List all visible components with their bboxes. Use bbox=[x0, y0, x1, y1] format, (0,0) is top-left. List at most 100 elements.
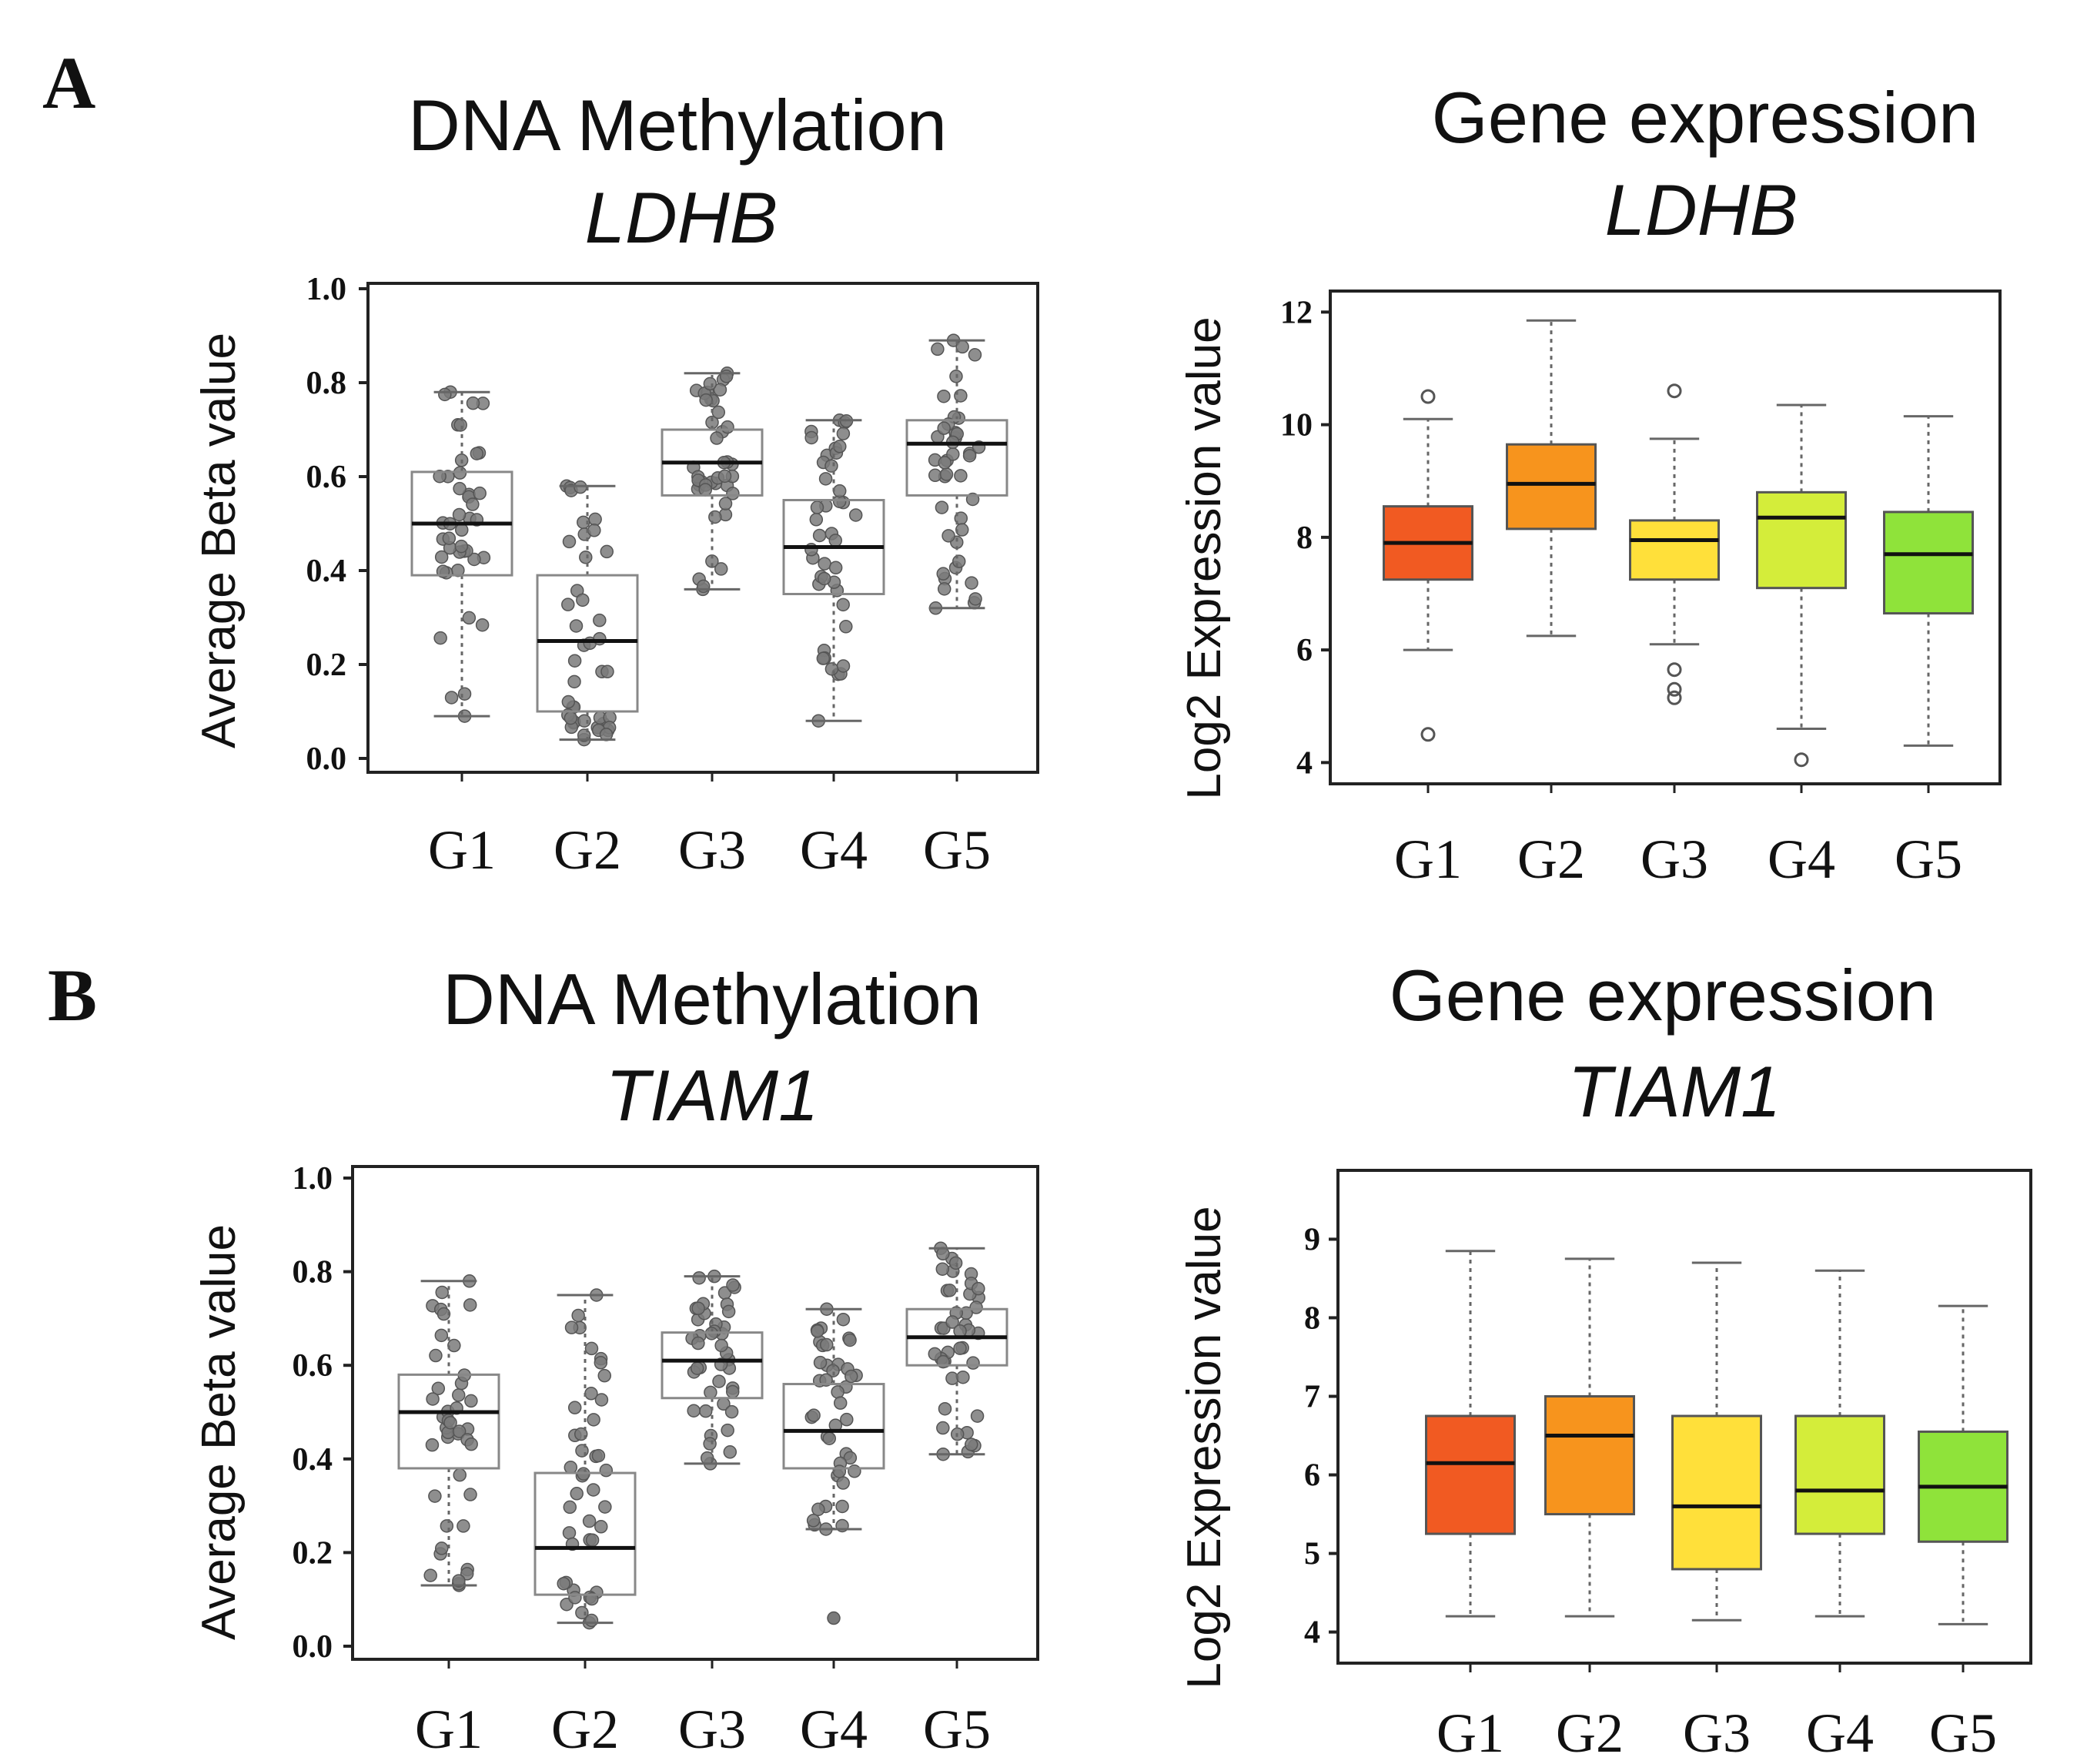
jitter-point bbox=[600, 544, 614, 559]
y-tick-label: 0.8 bbox=[293, 1255, 333, 1290]
y-tick-label: 4 bbox=[1304, 1615, 1320, 1651]
jitter-point bbox=[836, 1312, 851, 1327]
boxplot-g2 bbox=[1544, 1257, 1635, 1618]
jitter-points bbox=[433, 333, 986, 747]
jitter-point bbox=[928, 1347, 942, 1361]
jitter-point bbox=[692, 1270, 706, 1285]
jitter-point bbox=[557, 1576, 570, 1591]
jitter-point bbox=[577, 714, 591, 728]
box-iqr bbox=[1629, 519, 1720, 581]
y-tick-label: 7 bbox=[1304, 1379, 1320, 1414]
jitter-point bbox=[699, 393, 713, 407]
jitter-point bbox=[942, 1284, 957, 1297]
y-tick-label: 8 bbox=[1304, 1300, 1320, 1336]
jitter-point bbox=[426, 1392, 440, 1406]
y-tick-label: 0.4 bbox=[293, 1442, 333, 1478]
x-tick-label: G4 bbox=[1768, 828, 1835, 890]
jitter-point bbox=[714, 562, 728, 576]
jitter-point bbox=[843, 1333, 857, 1347]
jitter-point bbox=[840, 1412, 854, 1427]
chart-b-methylation: DNA Methylation TIAM1 Average Beta value… bbox=[192, 959, 1039, 1760]
jitter-point bbox=[571, 1308, 585, 1323]
jitter-point bbox=[576, 593, 590, 608]
boxplot-g4 bbox=[1794, 1269, 1885, 1618]
jitter-point bbox=[828, 561, 843, 575]
jitter-point bbox=[945, 1315, 959, 1329]
y-tick-label: 12 bbox=[1280, 295, 1313, 330]
chart-title: Gene expression bbox=[1432, 77, 1979, 158]
jitter-point bbox=[953, 1341, 967, 1355]
box-iqr bbox=[536, 574, 639, 713]
boxplot-g4 bbox=[782, 419, 885, 722]
boxplot-g4 bbox=[782, 1307, 885, 1531]
x-tick-label: G5 bbox=[1929, 1702, 1997, 1764]
x-tick-label: G1 bbox=[1394, 828, 1462, 890]
chart-title: DNA Methylation bbox=[408, 85, 947, 166]
plot-frame bbox=[1336, 1169, 2032, 1665]
jitter-point bbox=[466, 497, 480, 511]
jitter-point bbox=[442, 531, 457, 545]
x-tick-label: G3 bbox=[1641, 828, 1708, 890]
jitter-point bbox=[563, 1500, 577, 1515]
boxplot-g5 bbox=[1883, 415, 1974, 747]
jitter-point bbox=[453, 418, 467, 432]
jitter-point bbox=[434, 1328, 449, 1343]
box-iqr bbox=[661, 1331, 764, 1400]
jitter-point bbox=[824, 459, 838, 473]
y-tick-label: 1.0 bbox=[293, 1161, 333, 1197]
jitter-point bbox=[561, 597, 575, 611]
jitter-point bbox=[466, 396, 480, 410]
jitter-point bbox=[718, 497, 733, 510]
plot-frame bbox=[351, 1165, 1039, 1661]
boxplot-g3 bbox=[661, 1275, 764, 1465]
boxplot-g1 bbox=[1383, 389, 1473, 742]
boxplot-g2 bbox=[533, 1294, 637, 1625]
jitter-point bbox=[832, 484, 847, 498]
box-iqr bbox=[905, 419, 1008, 497]
x-axis-ticks: G1 G2 G3 G4 G5 bbox=[1394, 784, 1962, 890]
box-iqr bbox=[1506, 443, 1597, 531]
jitter-point bbox=[813, 1355, 828, 1370]
box-iqr bbox=[1671, 1414, 1762, 1571]
boxplot-g5 bbox=[905, 1247, 1008, 1456]
jitter-point bbox=[708, 510, 722, 524]
jitter-point bbox=[848, 508, 863, 522]
box-iqr bbox=[397, 1373, 500, 1470]
chart-gene-label: LDHB bbox=[1605, 169, 1798, 250]
boxplot-g3 bbox=[1629, 383, 1720, 705]
y-axis-ticks: 4 5 6 7 8 9 bbox=[1304, 1222, 1338, 1651]
jitter-point bbox=[956, 1370, 970, 1384]
y-tick-label: 0.6 bbox=[306, 460, 347, 495]
jitter-point bbox=[839, 620, 853, 634]
jitter-point bbox=[434, 1541, 449, 1555]
jitter-point bbox=[714, 1338, 728, 1353]
y-tick-label: 4 bbox=[1296, 745, 1313, 781]
x-tick-label: G2 bbox=[554, 819, 621, 881]
y-tick-label: 5 bbox=[1304, 1537, 1320, 1572]
jitter-point bbox=[935, 500, 949, 514]
jitter-point bbox=[969, 1300, 983, 1314]
y-tick-label: 0.8 bbox=[306, 366, 347, 401]
boxplots bbox=[1425, 1250, 2008, 1625]
chart-a-expression: Gene expression LDHB Log2 Expression val… bbox=[1178, 77, 2002, 890]
x-tick-label: G2 bbox=[551, 1699, 619, 1760]
jitter-point bbox=[438, 387, 452, 402]
box-iqr bbox=[1794, 1414, 1885, 1535]
jitter-point bbox=[952, 554, 966, 568]
jitter-point bbox=[703, 377, 717, 391]
jitter-point bbox=[833, 1396, 848, 1410]
boxplots bbox=[1383, 319, 1974, 768]
jitter-point bbox=[452, 507, 467, 522]
jitter-point bbox=[817, 571, 831, 586]
panel-letter-a: A bbox=[42, 42, 95, 124]
jitter-point bbox=[444, 691, 459, 705]
jitter-point bbox=[835, 1499, 849, 1514]
box-iqr bbox=[1756, 490, 1847, 590]
plot-frame bbox=[366, 282, 1039, 774]
jitter-point bbox=[463, 1298, 477, 1312]
jitter-point bbox=[717, 469, 732, 484]
x-tick-label: G4 bbox=[800, 1699, 868, 1760]
jitter-point bbox=[564, 711, 578, 725]
jitter-point bbox=[936, 1421, 950, 1435]
